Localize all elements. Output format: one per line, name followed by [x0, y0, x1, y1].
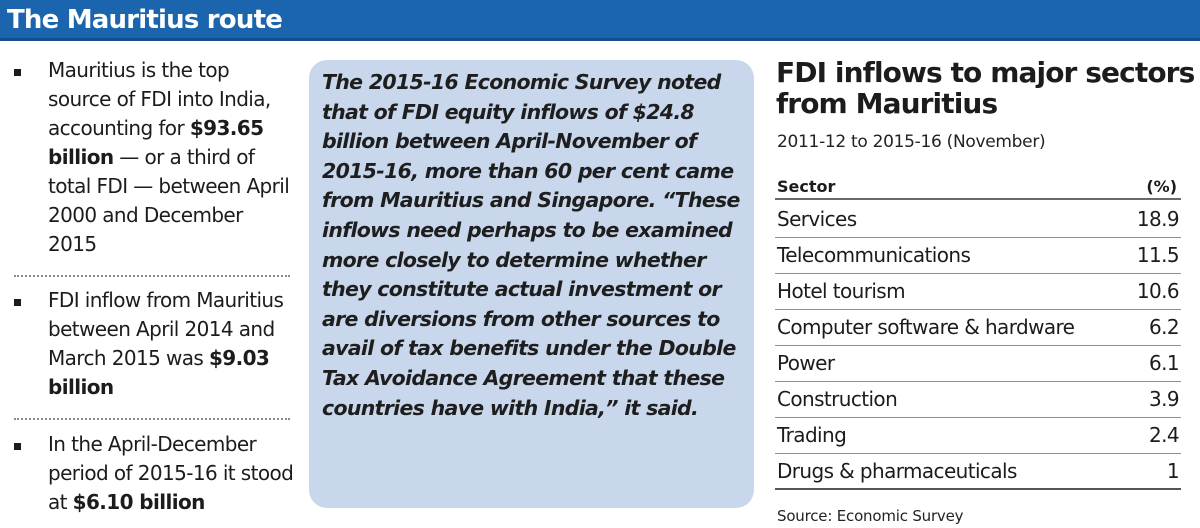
table-row: Power 6.1: [775, 346, 1181, 382]
sector-cell: Telecommunications: [777, 243, 971, 267]
highlight-amount: $93.65 billion: [48, 116, 264, 169]
sector-cell: Power: [777, 351, 835, 375]
bullet-item: In the April-December period of 2015-16 …: [14, 430, 294, 517]
page-title: The Mauritius route: [7, 5, 283, 35]
key-facts-column: Mauritius is the top source of FDI into …: [0, 41, 300, 528]
percent-cell: 18.9: [1136, 207, 1180, 231]
sector-cell: Computer software & hardware: [777, 315, 1075, 339]
sector-cell: Construction: [777, 387, 898, 411]
percent-cell: 2.4: [1148, 423, 1180, 447]
bullet-text: Mauritius is the top source of FDI into …: [48, 58, 290, 256]
quote-panel: The 2015-16 Economic Survey noted that o…: [309, 60, 754, 508]
sector-table-panel: FDI inflows to major sectors from Maurit…: [770, 41, 1200, 528]
divider: [14, 275, 290, 277]
percent-cell: 1: [1166, 459, 1180, 483]
sector-cell: Services: [777, 207, 857, 231]
bullet-item: Mauritius is the top source of FDI into …: [14, 56, 294, 259]
table-row: Computer software & hardware 6.2: [775, 310, 1181, 346]
source-note: Source: Economic Survey: [777, 507, 964, 525]
table-body: Services 18.9 Telecommunications 11.5 Hote…: [775, 202, 1181, 490]
table-title: FDI inflows to major sectors from Maurit…: [776, 56, 1195, 120]
percent-cell: 6.1: [1148, 351, 1180, 375]
highlight-amount: $6.10 billion: [72, 490, 206, 514]
divider: [14, 418, 290, 420]
bullet-icon: [14, 69, 21, 76]
table-row: Telecommunications 11.5: [775, 238, 1181, 274]
bullet-text: FDI inflow from Mauritius between April …: [48, 288, 284, 399]
percent-cell: 10.6: [1136, 279, 1180, 303]
table-subtitle: 2011-12 to 2015-16 (November): [777, 132, 1046, 152]
bullet-icon: [14, 443, 21, 450]
bullet-text: In the April-December period of 2015-16 …: [48, 432, 294, 514]
bullet-icon: [14, 299, 21, 306]
column-header-percent: (%): [1146, 177, 1177, 196]
column-header-sector: Sector: [777, 177, 836, 196]
table-row: Hotel tourism 10.6: [775, 274, 1181, 310]
table-row: Trading 2.4: [775, 418, 1181, 454]
table-row: Drugs & pharmaceuticals 1: [775, 454, 1181, 490]
sector-cell: Hotel tourism: [777, 279, 906, 303]
highlight-amount: $9.03 billion: [48, 346, 270, 399]
table-row: Construction 3.9: [775, 382, 1181, 418]
sector-cell: Trading: [777, 423, 847, 447]
percent-cell: 11.5: [1136, 243, 1180, 267]
percent-cell: 6.2: [1148, 315, 1180, 339]
sector-cell: Drugs & pharmaceuticals: [777, 459, 1017, 483]
quote-text: The 2015-16 Economic Survey noted that o…: [322, 70, 740, 420]
table-row: Services 18.9: [775, 202, 1181, 238]
header-bar: The Mauritius route: [0, 0, 1200, 41]
percent-cell: 3.9: [1148, 387, 1180, 411]
table-header: Sector (%): [775, 174, 1181, 200]
bullet-item: FDI inflow from Mauritius between April …: [14, 286, 294, 402]
